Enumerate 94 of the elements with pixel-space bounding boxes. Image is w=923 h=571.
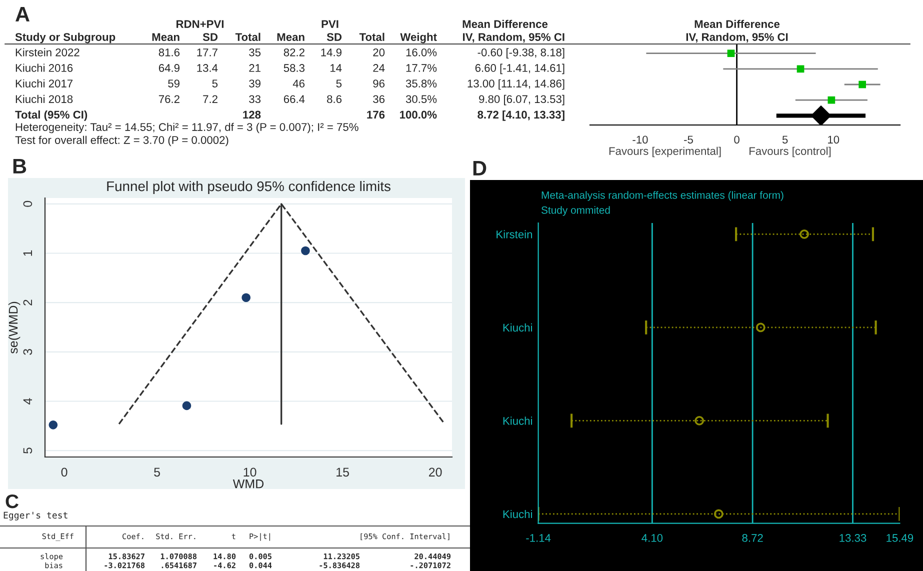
- text: A: [16, 7, 30, 22]
- text: Mean: [277, 33, 304, 41]
- text: 59: [168, 80, 180, 88]
- y-tick-label: 4: [23, 398, 32, 404]
- text: PVI: [322, 20, 338, 28]
- text: Favours [experimental]: [609, 146, 721, 158]
- data-label: -0.60 [-9.38, 8.18]: [478, 48, 564, 59]
- text: 66.4: [284, 95, 305, 104]
- text: 176: [367, 110, 385, 119]
- x-tick-label: 8.72: [742, 534, 763, 542]
- text: Heterogeneity: Tau² = 14.55; Chi² = 11.97, df = 3 (P = 0.007); I² = 75%: [16, 122, 358, 134]
- y-tick-label: Kirstein: [496, 230, 532, 238]
- x-tick-label: 0: [61, 468, 68, 477]
- text: 20: [373, 48, 385, 56]
- x-tick-label: 15.49: [886, 534, 914, 542]
- text: 82.2: [284, 48, 304, 56]
- y-tick-label: 3: [23, 348, 32, 355]
- x-tick-label: 5: [782, 136, 788, 144]
- y-axis-title: se(WMD): [8, 302, 20, 354]
- chart-title: Funnel plot with pseudo 95% confidence limits: [107, 180, 390, 194]
- text: SD: [202, 33, 218, 41]
- text: Mean: [152, 33, 180, 41]
- text: 17.7: [197, 48, 218, 56]
- text: Total: [359, 32, 384, 41]
- text: 14.9: [321, 48, 342, 56]
- category-label: Kiuchi 2017: [16, 79, 73, 88]
- chart-subtitle: Study ommited: [541, 206, 610, 216]
- text: 58.3: [284, 64, 305, 72]
- text: Egger's test: [4, 512, 68, 520]
- x-tick-label: 5: [154, 468, 160, 477]
- text: Weight: [400, 32, 437, 44]
- text: 16.0%: [406, 48, 437, 56]
- text: C: [6, 494, 19, 508]
- text: IV, Random, 95% CI: [686, 32, 788, 43]
- text: 17.7%: [406, 64, 437, 72]
- text: 8.6: [327, 95, 342, 104]
- text: Mean Difference: [694, 20, 780, 28]
- text: D: [473, 161, 486, 176]
- y-tick-label: 0: [23, 200, 32, 207]
- y-tick-label: 1: [23, 250, 32, 256]
- x-tick-label: -1.14: [526, 534, 551, 542]
- y-tick-label: 2: [23, 300, 32, 306]
- data-label: 13.00 [11.14, 14.86]: [468, 79, 564, 90]
- x-tick-label: -10: [632, 136, 648, 144]
- text: 36: [373, 95, 385, 104]
- x-tick-label: 15: [336, 468, 349, 477]
- text: Study or Subgroup: [15, 32, 116, 44]
- text: Total: [235, 32, 260, 41]
- text: Mean Difference: [462, 20, 548, 28]
- text: 24: [373, 64, 385, 72]
- y-tick-label: 5: [23, 448, 32, 454]
- category-label: Kiuchi 2018: [16, 94, 73, 104]
- y-tick-label: Kiuchi: [503, 510, 532, 518]
- text: 14: [330, 64, 342, 72]
- text: 13.4: [197, 64, 218, 72]
- text: 96: [373, 80, 385, 88]
- x-tick-label: 10: [244, 468, 256, 477]
- x-tick-label: -5: [684, 136, 693, 144]
- text: 8.72 [4.10, 13.33]: [478, 110, 564, 121]
- text: 5: [212, 80, 218, 88]
- y-tick-label: Kiuchi: [503, 416, 532, 425]
- text: 35.8%: [406, 80, 437, 88]
- category-label: Total (95% CI): [15, 110, 88, 121]
- text: B: [13, 159, 26, 174]
- text: 35: [249, 48, 261, 56]
- text: 81.6: [158, 48, 180, 56]
- text: IV, Random, 95% CI: [463, 32, 564, 43]
- data-label: 6.60 [-1.41, 14.61]: [475, 64, 564, 74]
- text: Test for overall effect: Z = 3.70 (P = 0.0002): [15, 136, 228, 146]
- text: 128: [243, 110, 261, 119]
- text: 64.9: [158, 64, 180, 72]
- y-tick-label: Kiuchi: [503, 323, 532, 332]
- text: 5: [336, 80, 342, 88]
- chart-title: Meta-analysis random-effects estimates (linear form): [542, 191, 784, 201]
- text: Favours [control]: [750, 146, 831, 158]
- text: 39: [249, 80, 260, 88]
- text: 30.5%: [406, 95, 437, 104]
- category-label: Kiuchi 2016: [16, 64, 73, 72]
- x-tick-label: 10: [828, 136, 840, 144]
- text: 46: [292, 80, 305, 88]
- x-tick-label: 20: [428, 468, 442, 477]
- text: 33: [249, 95, 261, 104]
- category-label: Kirstein 2022: [16, 48, 80, 56]
- text: 100.0%: [400, 110, 437, 119]
- text: 7.2: [203, 95, 218, 103]
- text: 21: [249, 64, 260, 72]
- text: SD: [326, 33, 342, 41]
- x-tick-label: 0: [734, 136, 740, 144]
- text: 76.2: [158, 95, 180, 104]
- x-tick-label: 13.33: [840, 534, 866, 542]
- text: RDN+PVI: [176, 20, 224, 28]
- x-axis-title: WMD: [232, 480, 264, 488]
- data-label: 9.80 [6.07, 13.53]: [479, 94, 564, 106]
- x-tick-label: 4.10: [642, 534, 663, 542]
